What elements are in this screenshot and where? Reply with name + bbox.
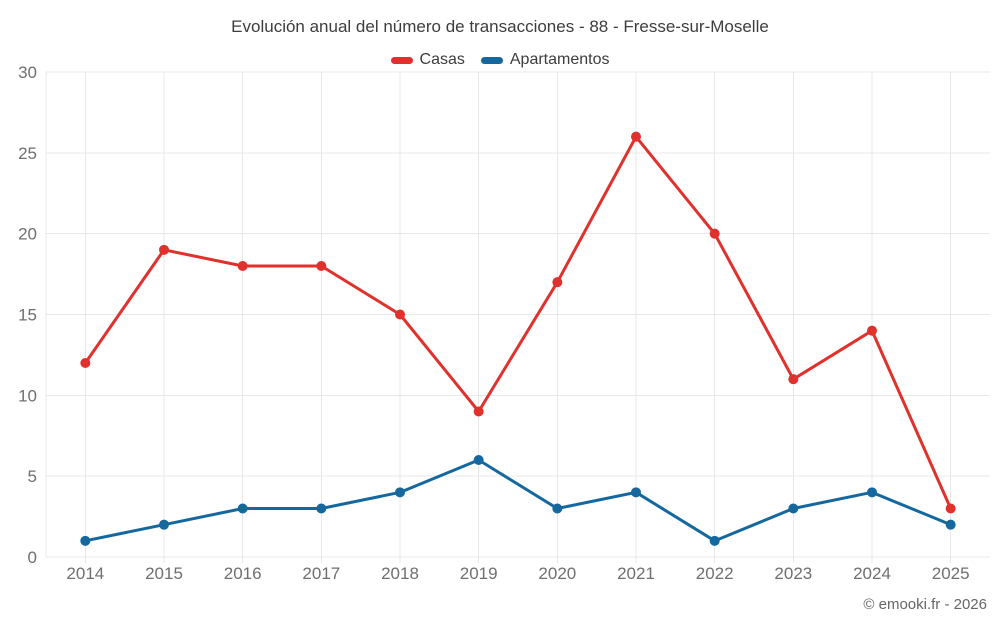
legend-swatch-casas (390, 56, 413, 64)
x-axis-tick-label: 2025 (932, 564, 970, 583)
x-axis-tick-label: 2022 (696, 564, 734, 583)
data-point-casas-2017[interactable] (316, 261, 327, 271)
copyright-credit: © emooki.fr - 2026 (863, 596, 987, 613)
x-axis-tick-label: 2016 (224, 564, 262, 583)
x-axis-tick-label: 2018 (381, 564, 419, 583)
x-axis-tick-label: 2023 (774, 564, 812, 583)
data-point-apartamentos-2022[interactable] (709, 535, 720, 546)
y-axis-tick-label: 30 (18, 63, 37, 82)
data-point-apartamentos-2023[interactable] (788, 503, 799, 514)
data-point-apartamentos-2018[interactable] (395, 487, 405, 498)
x-axis-tick-label: 2021 (617, 564, 655, 583)
y-axis-tick-label: 10 (18, 386, 37, 405)
data-point-casas-2024[interactable] (867, 325, 877, 336)
data-point-apartamentos-2014[interactable] (80, 535, 91, 546)
y-axis-tick-label: 0 (28, 548, 37, 567)
x-axis-tick-label: 2014 (66, 564, 104, 583)
legend-item-apartamentos[interactable]: Apartamentos (480, 51, 610, 69)
data-point-casas-2025[interactable] (945, 503, 956, 514)
x-axis-tick-label: 2015 (145, 564, 183, 583)
legend-item-casas[interactable]: Casas (390, 51, 465, 69)
x-axis-tick-label: 2024 (853, 564, 891, 583)
x-axis-tick-label: 2017 (302, 564, 340, 583)
data-point-apartamentos-2017[interactable] (316, 503, 327, 514)
data-point-casas-2015[interactable] (159, 244, 169, 255)
data-point-apartamentos-2020[interactable] (552, 503, 563, 514)
data-point-casas-2014[interactable] (80, 358, 91, 368)
y-axis-tick-label: 15 (18, 306, 37, 325)
series-line-apartamentos (83, 458, 953, 543)
data-point-apartamentos-2021[interactable] (631, 487, 641, 498)
data-point-casas-2023[interactable] (788, 374, 799, 385)
y-axis-tick-label: 5 (28, 467, 37, 486)
data-point-apartamentos-2019[interactable] (473, 455, 484, 465)
data-point-casas-2020[interactable] (552, 277, 563, 288)
x-axis-tick-label: 2019 (460, 564, 498, 583)
data-point-casas-2021[interactable] (631, 131, 641, 142)
y-axis-tick-label: 25 (18, 144, 37, 163)
data-point-casas-2018[interactable] (395, 309, 405, 320)
chart-title: Evolución anual del número de transaccio… (231, 17, 769, 36)
data-point-casas-2016[interactable] (237, 261, 248, 271)
legend-swatch-apartamentos (480, 56, 503, 64)
data-point-apartamentos-2025[interactable] (945, 519, 956, 530)
y-axis-tick-label: 20 (18, 225, 37, 244)
legend: Casas Apartamentos (0, 49, 1000, 71)
x-axis-tick-label: 2020 (538, 564, 576, 583)
data-point-casas-2022[interactable] (709, 228, 720, 239)
data-point-apartamentos-2016[interactable] (237, 503, 248, 514)
data-point-apartamentos-2024[interactable] (867, 487, 877, 498)
legend-label-apartamentos: Apartamentos (509, 51, 610, 68)
legend-label-casas: Casas (419, 51, 465, 68)
data-point-apartamentos-2015[interactable] (159, 519, 169, 530)
series-line-casas (83, 135, 953, 510)
data-point-casas-2019[interactable] (473, 406, 484, 417)
